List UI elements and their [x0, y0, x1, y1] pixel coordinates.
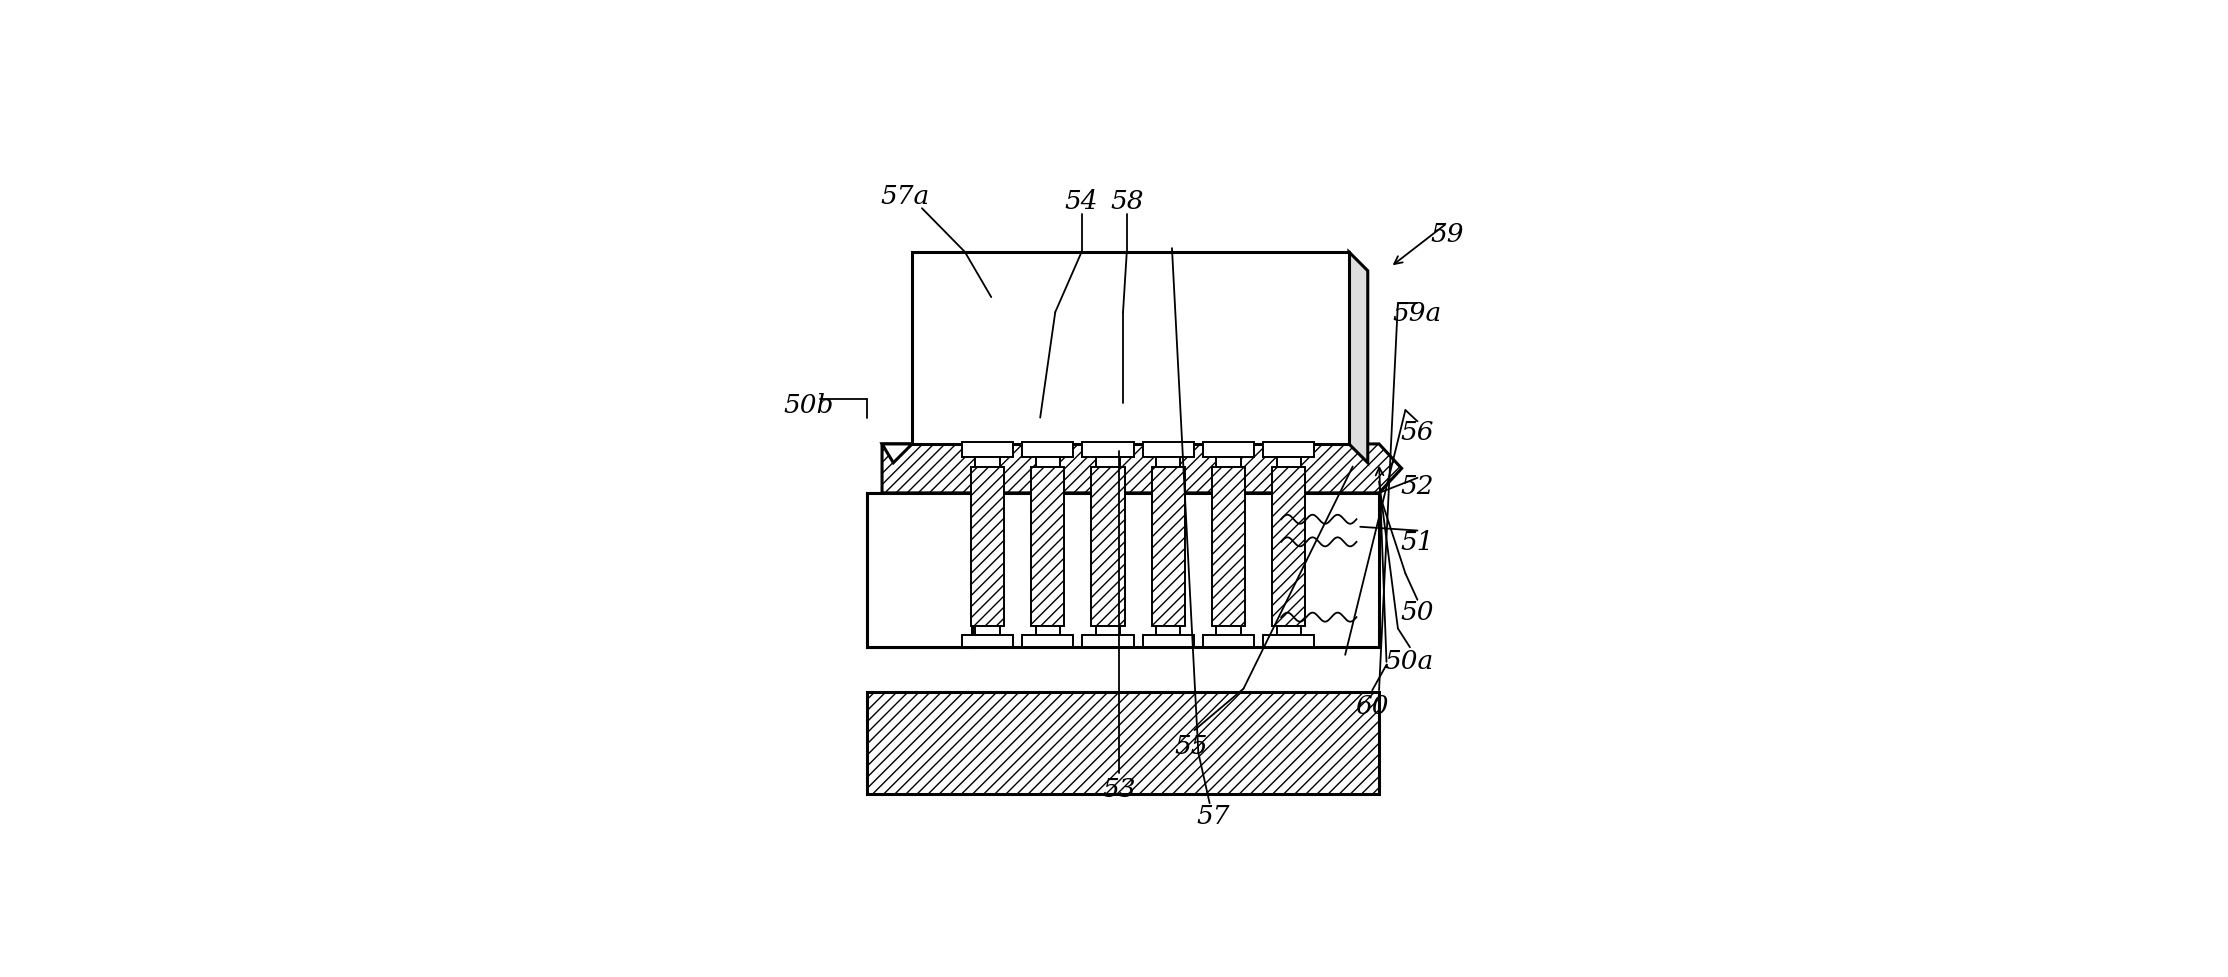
Bar — [1036, 626, 1061, 636]
Text: 52: 52 — [1399, 474, 1433, 498]
Bar — [971, 467, 1005, 626]
Bar — [1032, 467, 1065, 626]
Text: 55: 55 — [1174, 733, 1208, 758]
Bar — [1272, 467, 1306, 626]
Bar — [1216, 458, 1241, 467]
Text: 50a: 50a — [1384, 648, 1435, 673]
Bar — [867, 493, 1379, 648]
Text: 59a: 59a — [1392, 300, 1442, 325]
Polygon shape — [882, 445, 1401, 493]
Text: 58: 58 — [1110, 189, 1143, 214]
Bar — [1092, 467, 1125, 626]
Bar — [1216, 626, 1241, 636]
Bar — [1032, 467, 1065, 626]
Text: 57a: 57a — [880, 184, 929, 209]
Bar — [867, 693, 1379, 794]
Bar — [962, 636, 1014, 648]
Bar — [962, 443, 1014, 458]
Bar — [1152, 467, 1185, 626]
Bar — [1277, 626, 1301, 636]
Polygon shape — [882, 445, 911, 463]
Text: 50: 50 — [1399, 600, 1433, 624]
Bar — [1212, 467, 1245, 626]
Bar — [911, 253, 1348, 445]
Bar — [1272, 467, 1306, 626]
Bar — [1096, 458, 1121, 467]
Bar — [867, 493, 971, 648]
Bar — [867, 693, 1379, 794]
Bar — [1152, 467, 1185, 626]
Bar — [1036, 458, 1061, 467]
Bar — [1156, 458, 1181, 467]
Text: 54: 54 — [1065, 189, 1098, 214]
Bar — [971, 467, 1005, 626]
Bar — [1096, 626, 1121, 636]
Bar — [1203, 443, 1254, 458]
Text: 59: 59 — [1430, 222, 1464, 246]
Text: 60: 60 — [1355, 693, 1388, 718]
Bar — [1263, 636, 1315, 648]
Polygon shape — [1348, 253, 1368, 463]
Bar — [1083, 636, 1134, 648]
Bar — [1023, 636, 1074, 648]
Bar — [1212, 467, 1245, 626]
Text: 57: 57 — [1196, 803, 1230, 828]
Bar — [976, 626, 1000, 636]
Bar — [1203, 636, 1254, 648]
Text: 56: 56 — [1399, 419, 1433, 445]
Bar — [1092, 467, 1125, 626]
Text: 51: 51 — [1399, 530, 1433, 555]
Text: 50b: 50b — [784, 392, 833, 417]
Bar — [1023, 443, 1074, 458]
Bar — [1156, 626, 1181, 636]
Bar — [1083, 443, 1134, 458]
Bar — [1263, 443, 1315, 458]
Bar — [1277, 458, 1301, 467]
Text: 53: 53 — [1103, 776, 1136, 801]
Bar — [976, 458, 1000, 467]
Bar — [1143, 443, 1194, 458]
Bar — [1143, 636, 1194, 648]
